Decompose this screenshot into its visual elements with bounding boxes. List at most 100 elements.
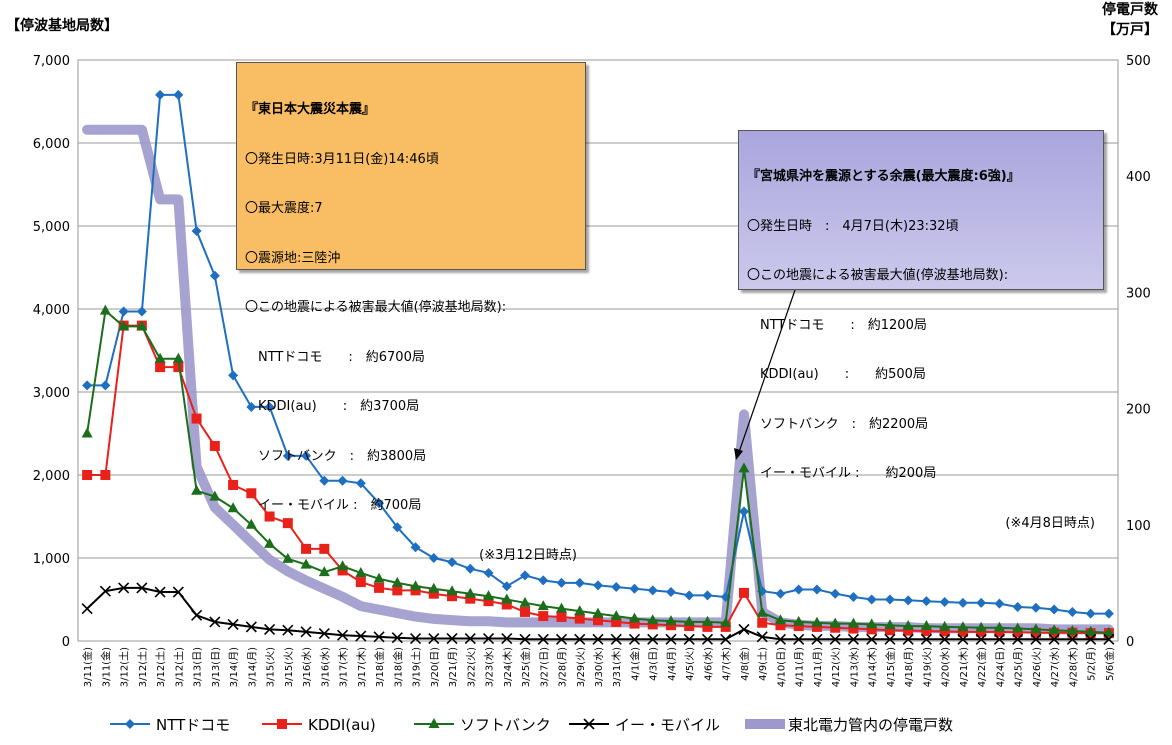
data-point xyxy=(738,462,750,473)
data-point xyxy=(665,587,676,598)
x-tick-label: 4/14(木) xyxy=(867,647,879,687)
data-point xyxy=(482,632,495,645)
data-point xyxy=(1085,625,1097,636)
data-point xyxy=(355,577,366,588)
annotation-aftershock-line: KDDI(au) : 約500局 xyxy=(747,367,926,382)
data-point xyxy=(574,613,585,624)
y-left-tick-label: 6,000 xyxy=(33,137,70,152)
legend-label: イー・モバイル xyxy=(615,716,720,734)
series-lines xyxy=(81,89,1115,645)
y-right-tick-label: 0 xyxy=(1126,635,1134,650)
annotation-main-line: 〇震源地:三陸沖 xyxy=(245,250,341,266)
x-tick-label: 4/22(金) xyxy=(975,647,988,687)
data-point xyxy=(738,623,750,635)
x-tick-label: 3/29(火) xyxy=(575,647,587,687)
data-point xyxy=(409,632,422,645)
data-point xyxy=(520,606,531,617)
y-left-tick-label: 4,000 xyxy=(33,303,70,318)
data-point xyxy=(282,552,294,563)
data-point xyxy=(301,543,312,554)
data-point xyxy=(300,626,312,638)
annotation-main-line: NTTドコモ : 約6700局 xyxy=(245,349,425,365)
x-tick-label: 4/24(日) xyxy=(995,647,1006,687)
x-tick-label: 3/27(日) xyxy=(539,647,550,687)
x-tick-label: 4/7(木) xyxy=(721,647,733,681)
data-point xyxy=(446,585,458,596)
data-point xyxy=(301,450,312,461)
data-point xyxy=(866,618,878,629)
data-point xyxy=(228,370,239,381)
x-tick-label: 3/12(土) xyxy=(118,647,131,687)
legend-label: NTTドコモ xyxy=(156,716,230,734)
x-tick-label: 3/20(日) xyxy=(430,647,441,687)
data-point xyxy=(1030,633,1042,645)
data-point xyxy=(118,320,130,331)
data-point xyxy=(373,631,385,643)
data-point xyxy=(829,633,841,645)
data-point xyxy=(118,306,129,317)
data-point xyxy=(720,621,731,632)
data-point xyxy=(519,633,531,645)
x-tick-label: 3/12(土) xyxy=(136,647,149,687)
x-tick-label: 3/31(木) xyxy=(611,647,623,687)
data-point xyxy=(574,633,586,645)
data-point xyxy=(355,630,367,642)
data-point xyxy=(191,609,203,621)
data-point xyxy=(1030,623,1042,634)
y-left-tick-label: 2,000 xyxy=(33,469,70,484)
data-point xyxy=(993,621,1005,632)
data-point xyxy=(903,595,914,606)
x-tick-label: 3/19(土) xyxy=(410,647,423,687)
data-point xyxy=(1012,622,1024,633)
x-tick-label: 4/4(月) xyxy=(666,647,678,681)
series-2 xyxy=(81,304,1115,637)
x-tick-label: 4/25(月) xyxy=(1013,647,1025,687)
data-point xyxy=(391,576,403,587)
data-point xyxy=(994,598,1005,609)
legend-marker xyxy=(277,719,287,729)
data-point xyxy=(976,626,987,637)
x-tick-label: 4/27(水) xyxy=(1049,647,1061,687)
y-left-tick-label: 5,000 xyxy=(33,220,70,235)
x-tick-label: 4/26(火) xyxy=(1031,647,1043,687)
data-point xyxy=(537,633,549,645)
y-right-tick-label: 500 xyxy=(1126,54,1151,69)
data-point xyxy=(155,89,166,100)
data-point xyxy=(975,621,987,632)
data-point xyxy=(246,488,257,499)
data-point xyxy=(447,557,458,568)
data-point xyxy=(884,625,895,636)
x-tick-label: 3/16(水) xyxy=(301,647,313,687)
data-point xyxy=(720,633,732,645)
data-point xyxy=(118,582,130,594)
data-point xyxy=(574,605,586,616)
series-3 xyxy=(81,582,1115,645)
data-point xyxy=(392,585,403,596)
data-point xyxy=(483,590,495,601)
data-point xyxy=(154,352,166,363)
data-point xyxy=(848,623,859,634)
data-point xyxy=(172,352,184,363)
data-point xyxy=(757,617,768,628)
data-point xyxy=(81,427,93,438)
data-point xyxy=(628,633,641,645)
x-tick-label: 3/15(火) xyxy=(265,647,277,687)
y-left-tick-label: 3,000 xyxy=(33,386,70,401)
legend-item: KDDI(au) xyxy=(262,716,376,734)
x-tick-label: 4/13(水) xyxy=(848,647,860,687)
data-point xyxy=(957,633,969,645)
x-tick-label: 4/11(月) xyxy=(794,647,806,687)
data-point xyxy=(245,518,257,529)
series-0 xyxy=(82,89,1114,619)
annotation-aftershock-line: 〇発生日時 : 4月7日(木)23:32頃 xyxy=(747,218,959,234)
data-point xyxy=(209,440,220,451)
x-tick-label: 5/2(月) xyxy=(1086,647,1098,681)
data-point xyxy=(610,633,622,645)
data-point xyxy=(647,614,659,625)
data-point xyxy=(629,583,640,594)
data-point xyxy=(1049,604,1060,615)
data-point xyxy=(793,615,805,626)
data-point xyxy=(701,633,714,645)
data-point xyxy=(1103,608,1114,619)
data-point xyxy=(1085,633,1097,645)
